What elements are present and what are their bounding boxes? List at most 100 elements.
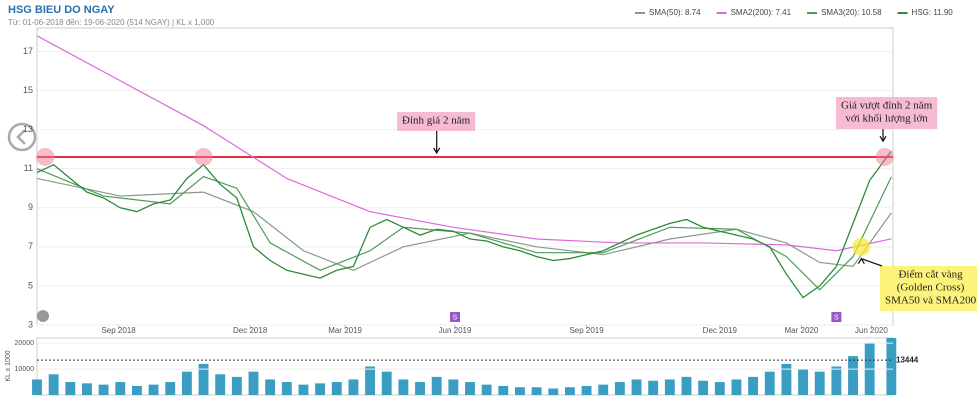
series-line: [36, 177, 892, 271]
annotation-box: [397, 112, 476, 131]
y-tick-label: 20000: [15, 340, 35, 347]
volume-bar: [398, 379, 409, 395]
x-tick-label: Sep 2018: [101, 326, 136, 335]
volume-bar: [798, 369, 809, 395]
legend-label: SMA(50): 8.74: [649, 8, 701, 17]
volume-bar: [886, 338, 897, 395]
event-label: S: [834, 314, 839, 321]
annotation-box: [880, 266, 977, 311]
volume-bar: [148, 384, 159, 395]
highlight: [194, 147, 213, 166]
volume-bar: [465, 382, 475, 395]
annotation-box: [836, 97, 938, 129]
volume-bar: [814, 371, 825, 395]
legend-label: HSG: 11.90: [912, 8, 954, 17]
y-tick-label: 15: [23, 85, 33, 95]
highlight: [852, 237, 871, 256]
volume-bar: [248, 371, 259, 395]
volume-bar: [298, 384, 309, 395]
chart-title: HSG BIEU DO NGAY: [8, 4, 115, 16]
annotation-text: Đỉnh giá 2 năm: [402, 115, 471, 127]
annotation-text: SMA50 và SMA200: [885, 295, 977, 307]
volume-bar: [698, 380, 709, 395]
volume-bar: [198, 363, 209, 395]
legend-label: SMA2(200): 7.41: [731, 8, 792, 17]
nav-arrow: [16, 129, 26, 145]
y-axis-label: KL x 1000: [5, 350, 12, 381]
event-marker: [450, 312, 461, 322]
annotation-text: Điểm cắt vàng: [898, 269, 963, 281]
legend-label: SMA3(20): 10.58: [821, 8, 882, 17]
volume-bar: [448, 379, 459, 395]
volume-bar: [648, 380, 659, 395]
volume-bar: [365, 366, 376, 395]
volume-bar: [165, 382, 176, 395]
volume-bar: [381, 371, 392, 395]
volume-bar: [65, 382, 76, 395]
y-tick-label: 7: [28, 241, 33, 251]
volume-bar: [281, 382, 292, 395]
volume-bar: [681, 376, 692, 395]
x-tick-label: Jun 2019: [439, 326, 472, 335]
highlight: [36, 147, 55, 166]
volume-bar: [714, 382, 725, 395]
series-line: [36, 35, 892, 252]
x-tick-label: Dec 2018: [233, 326, 268, 335]
x-tick-label: Dec 2019: [703, 326, 738, 335]
volume-bar: [764, 371, 775, 395]
y-tick-label: 10000: [15, 366, 35, 373]
y-tick-label: 3: [28, 319, 33, 329]
series-line: [36, 168, 892, 291]
series-line: [36, 150, 892, 299]
annotation-text: với khối lượng lớn: [845, 113, 928, 125]
annotation-arrow: [861, 258, 883, 267]
x-tick-label: Mar 2019: [328, 326, 362, 335]
x-tick-label: Mar 2020: [785, 326, 819, 335]
y-tick-label: 11: [24, 163, 33, 173]
volume-bar: [848, 356, 858, 395]
event-marker: [831, 312, 842, 322]
help-icon[interactable]: [37, 310, 49, 322]
volume-bar: [664, 379, 675, 395]
volume-bar: [631, 379, 642, 395]
volume-bar: [82, 383, 92, 395]
volume-bar: [598, 384, 609, 395]
arrow-head: [857, 257, 865, 264]
volume-bar: [265, 379, 276, 395]
volume-bar: [231, 376, 242, 395]
annotation-text: Giá vượt đỉnh 2 năm: [841, 100, 933, 112]
volume-bar: [181, 371, 192, 395]
y-tick-label: 5: [28, 280, 33, 290]
volume-bar: [32, 379, 42, 395]
volume-bar: [315, 383, 326, 395]
arrow-head: [433, 147, 441, 155]
y-tick-label: 9: [28, 202, 33, 212]
volume-bar: [781, 363, 792, 395]
volume-bar: [614, 382, 625, 395]
volume-bar: [131, 385, 142, 395]
volume-bar: [331, 382, 342, 395]
volume-bar: [48, 374, 59, 395]
highlight: [875, 147, 894, 166]
nav-back[interactable]: [7, 122, 37, 152]
volume-bar: [748, 376, 759, 395]
chart-subtitle: Từ: 01-06-2018 đến: 19-06-2020 (514 NGAY…: [8, 18, 215, 27]
event-label: S: [453, 314, 458, 321]
volume-bar: [481, 384, 492, 395]
volume-bar: [415, 382, 425, 395]
annotation-text: (Golden Cross): [897, 282, 965, 294]
volume-bar: [515, 387, 525, 395]
volume-bar: [98, 384, 109, 395]
volume-bar: [531, 387, 542, 395]
volume-bar: [348, 379, 359, 395]
volume-bar: [431, 376, 442, 395]
volume-bar: [115, 382, 126, 395]
x-tick-label: Jun 2020: [855, 326, 888, 335]
x-tick-label: Sep 2019: [569, 326, 604, 335]
volume-bar: [215, 374, 226, 395]
volume-bar: [498, 385, 509, 395]
volume-bar: [548, 388, 559, 395]
volume-bar: [831, 366, 842, 395]
